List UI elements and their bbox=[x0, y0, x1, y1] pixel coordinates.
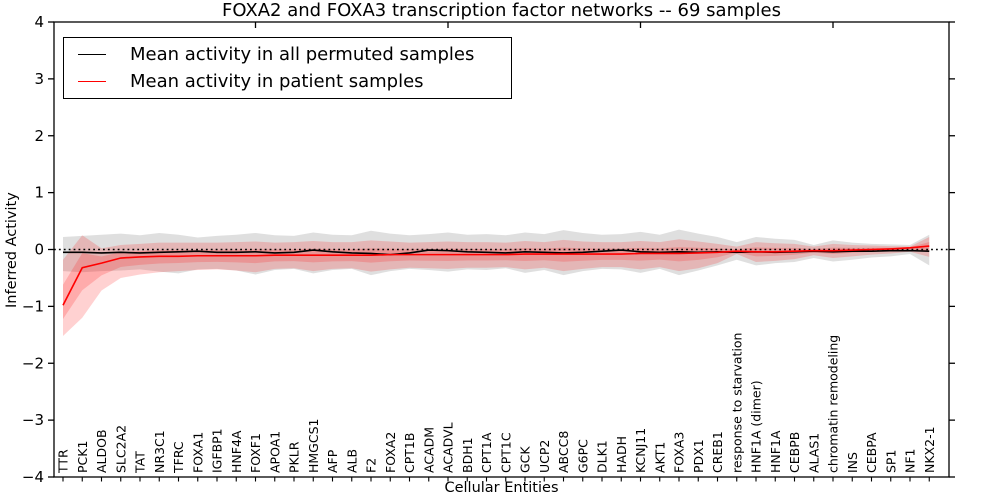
x-tick-label: CPT1C bbox=[498, 432, 513, 473]
x-tick-label: NR3C1 bbox=[152, 430, 167, 473]
y-tick-label: 1 bbox=[34, 184, 44, 202]
legend-line-sample-patient bbox=[78, 81, 106, 82]
x-tick-label: NKX2-1 bbox=[922, 426, 937, 473]
legend-line-sample-permuted bbox=[78, 54, 106, 55]
x-tick-label: CEBPB bbox=[787, 432, 802, 473]
x-tick-label: INS bbox=[845, 452, 860, 473]
x-tick-label: chromatin remodeling bbox=[826, 335, 841, 473]
x-tick-label: SP1 bbox=[883, 450, 898, 473]
y-tick-label: −3 bbox=[22, 411, 44, 429]
x-tick-label: DLK1 bbox=[595, 440, 610, 473]
x-tick-label: FOXF1 bbox=[248, 433, 263, 473]
x-tick-label: HNF1A (dimer) bbox=[749, 380, 764, 473]
x-tick-label: HNF4A bbox=[229, 430, 244, 473]
x-tick-label: BDH1 bbox=[460, 437, 475, 473]
x-tick-label: HMGCS1 bbox=[306, 419, 321, 474]
legend-item-permuted: Mean activity in all permuted samples bbox=[64, 44, 511, 65]
x-tick-label: KCNJ11 bbox=[633, 428, 648, 473]
x-tick-label: NF1 bbox=[903, 449, 918, 474]
x-tick-label: ALB bbox=[344, 449, 359, 473]
x-tick-label: APOA1 bbox=[267, 431, 282, 473]
x-tick-label: ACADVL bbox=[441, 422, 456, 473]
x-tick-label: G6PC bbox=[575, 439, 590, 473]
x-tick-label: F2 bbox=[364, 458, 379, 473]
x-tick-label: GCK bbox=[518, 446, 533, 473]
x-tick-label: PDX1 bbox=[691, 439, 706, 473]
x-tick-label: CREB1 bbox=[710, 431, 725, 473]
x-tick-label: ACADM bbox=[421, 427, 436, 473]
patient-band-outer bbox=[63, 235, 930, 336]
x-tick-label: TTR bbox=[56, 449, 71, 474]
y-tick-label: 4 bbox=[34, 13, 44, 31]
legend-item-patient: Mean activity in patient samples bbox=[64, 71, 511, 92]
x-tick-label: CPT1B bbox=[402, 433, 417, 473]
x-tick-label: ALDOB bbox=[94, 429, 109, 473]
y-tick-label: 2 bbox=[34, 127, 44, 145]
x-tick-label: ABCC8 bbox=[556, 431, 571, 473]
patient-band-inner bbox=[63, 241, 930, 320]
legend-label-permuted: Mean activity in all permuted samples bbox=[130, 44, 475, 65]
patient-mean-line bbox=[62, 245, 930, 306]
y-tick-label: 0 bbox=[34, 241, 44, 259]
x-tick-label: UCP2 bbox=[537, 440, 552, 473]
x-tick-label: HNF1A bbox=[768, 430, 783, 473]
chart-title: FOXA2 and FOXA3 transcription factor net… bbox=[222, 0, 781, 21]
x-tick-label: HADH bbox=[614, 436, 629, 473]
y-tick-label: 3 bbox=[34, 70, 44, 88]
x-tick-label: SLC2A2 bbox=[113, 425, 128, 473]
x-tick-label: CEBPA bbox=[864, 432, 879, 473]
x-tick-label: ALAS1 bbox=[806, 433, 821, 473]
x-tick-label: CPT1A bbox=[479, 432, 494, 473]
x-tick-label: TAT bbox=[133, 451, 148, 474]
x-tick-label: AKT1 bbox=[652, 442, 667, 473]
y-tick-label: −2 bbox=[22, 354, 44, 372]
legend: Mean activity in all permuted samples Me… bbox=[63, 37, 512, 99]
x-tick-label: TFRC bbox=[171, 441, 186, 474]
x-tick-label: FOXA1 bbox=[190, 432, 205, 473]
x-tick-label: FOXA2 bbox=[383, 432, 398, 473]
y-axis-label: Inferred Activity bbox=[4, 192, 20, 308]
y-tick-label: −4 bbox=[22, 468, 44, 486]
x-tick-label: FOXA3 bbox=[672, 432, 687, 473]
legend-label-patient: Mean activity in patient samples bbox=[130, 71, 424, 92]
x-tick-label: PCK1 bbox=[75, 441, 90, 473]
x-axis-label: Cellular Entities bbox=[444, 480, 559, 496]
x-tick-label: response to starvation bbox=[729, 333, 744, 474]
y-tick-label: −1 bbox=[22, 297, 44, 315]
x-tick-label: AFP bbox=[325, 449, 340, 473]
x-tick-label: PKLR bbox=[287, 441, 302, 473]
x-tick-label: IGFBP1 bbox=[210, 428, 225, 473]
